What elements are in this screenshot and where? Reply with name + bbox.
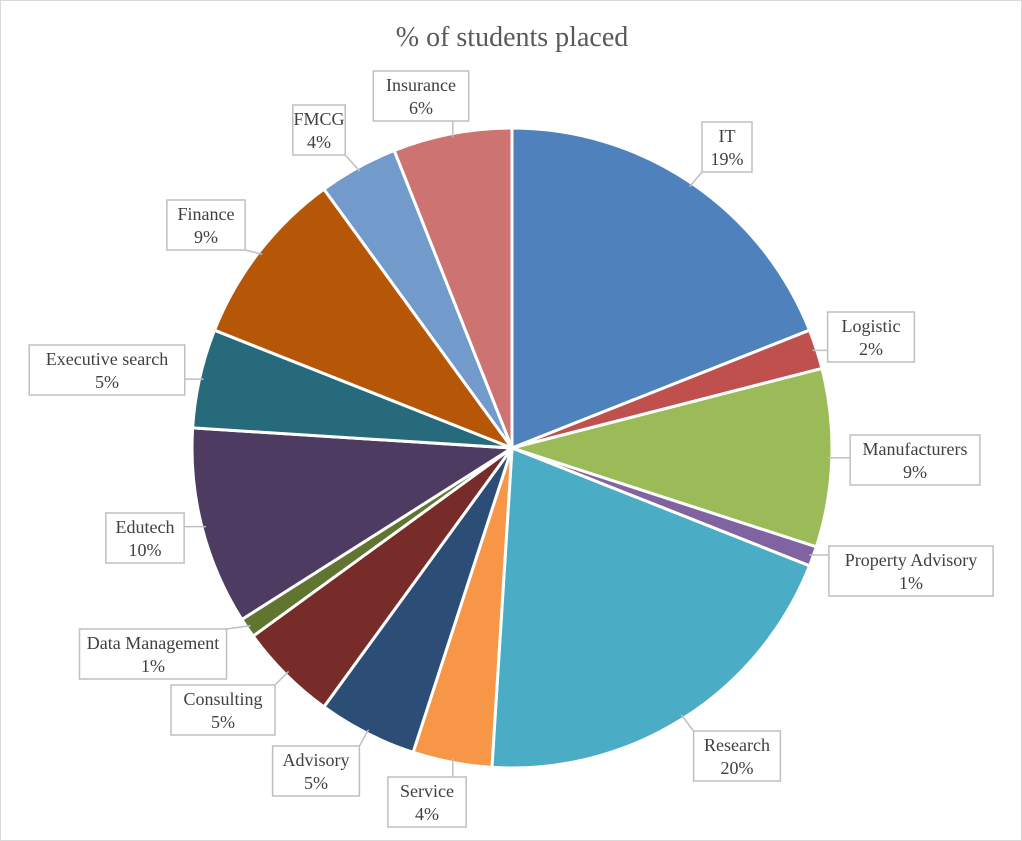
data-label-percent: 5% bbox=[95, 372, 119, 392]
data-label-advisory: Advisory 5% bbox=[271, 745, 361, 797]
data-label-service: Service 4% bbox=[387, 776, 467, 828]
data-label-box bbox=[849, 434, 981, 486]
data-label-category: Manufacturers bbox=[863, 439, 968, 459]
data-label-percent: 1% bbox=[899, 573, 923, 593]
leader-line-research bbox=[680, 714, 695, 732]
chart-title: % of students placed bbox=[396, 22, 629, 53]
data-label-insurance: Insurance 6% bbox=[372, 70, 470, 122]
data-label-consulting: Consulting 5% bbox=[170, 684, 276, 736]
data-label-percent: 5% bbox=[211, 712, 235, 732]
data-label-finance: Finance 9% bbox=[166, 199, 246, 251]
data-label-category: Edutech bbox=[116, 517, 175, 537]
data-label-property-advisory: Property Advisory 1% bbox=[828, 545, 994, 597]
data-label-box bbox=[387, 776, 467, 828]
data-label-box bbox=[271, 745, 361, 797]
data-label-box bbox=[105, 512, 185, 564]
data-label-percent: 10% bbox=[129, 540, 162, 560]
data-label-category: FMCG bbox=[293, 109, 344, 129]
data-label-category: IT bbox=[719, 126, 736, 146]
data-label-percent: 20% bbox=[721, 758, 754, 778]
data-label-edutech: Edutech 10% bbox=[105, 512, 185, 564]
data-label-category: Research bbox=[704, 735, 770, 755]
data-label-manufacturers: Manufacturers 9% bbox=[849, 434, 981, 486]
data-label-category: Data Management bbox=[87, 633, 219, 653]
data-label-box bbox=[78, 628, 228, 680]
data-label-data-management: Data Management 1% bbox=[78, 628, 228, 680]
data-label-box bbox=[372, 70, 470, 122]
pie-slice-edutech bbox=[190, 426, 517, 622]
data-label-percent: 4% bbox=[415, 804, 439, 824]
data-label-category: Advisory bbox=[283, 750, 350, 770]
data-label-category: Executive search bbox=[46, 349, 168, 369]
data-label-research: Research 20% bbox=[692, 730, 782, 782]
data-label-box bbox=[692, 730, 782, 782]
data-label-category: Consulting bbox=[183, 689, 262, 709]
leader-line-consulting bbox=[274, 670, 290, 686]
data-labels: IT 19% Logistic 2% Manufacturers 9% Property A… bbox=[28, 70, 994, 828]
data-label-percent: 9% bbox=[194, 227, 218, 247]
data-label-percent: 19% bbox=[711, 149, 744, 169]
leader-line-advisory bbox=[358, 729, 370, 747]
data-label-box bbox=[292, 104, 346, 156]
data-label-percent: 6% bbox=[409, 98, 433, 118]
data-label-percent: 4% bbox=[307, 132, 331, 152]
pie-slices bbox=[190, 126, 834, 770]
leader-line-data-management bbox=[226, 624, 251, 630]
data-label-executive-search: Executive search 5% bbox=[28, 344, 186, 396]
data-label-it: IT 19% bbox=[701, 121, 753, 173]
data-label-box bbox=[826, 311, 916, 363]
label-leader-lines bbox=[184, 121, 851, 777]
data-label-logistic: Logistic 2% bbox=[826, 311, 916, 363]
data-label-fmcg: FMCG 4% bbox=[292, 104, 346, 156]
data-label-category: Insurance bbox=[386, 75, 456, 95]
leader-line-fmcg bbox=[344, 154, 361, 172]
data-label-category: Finance bbox=[178, 204, 235, 224]
data-label-box bbox=[170, 684, 276, 736]
data-label-box bbox=[701, 121, 753, 173]
data-label-category: Logistic bbox=[842, 316, 901, 336]
data-label-box bbox=[28, 344, 186, 396]
data-label-percent: 5% bbox=[304, 773, 328, 793]
leader-line-it bbox=[689, 171, 703, 188]
data-label-box bbox=[828, 545, 994, 597]
leader-line-finance bbox=[244, 249, 263, 256]
pie-slice-finance bbox=[212, 187, 517, 452]
data-label-category: Service bbox=[400, 781, 454, 801]
data-label-percent: 2% bbox=[859, 339, 883, 359]
data-label-percent: 1% bbox=[141, 656, 165, 676]
data-label-category: Property Advisory bbox=[845, 550, 978, 570]
data-label-box bbox=[166, 199, 246, 251]
data-label-percent: 9% bbox=[903, 462, 927, 482]
